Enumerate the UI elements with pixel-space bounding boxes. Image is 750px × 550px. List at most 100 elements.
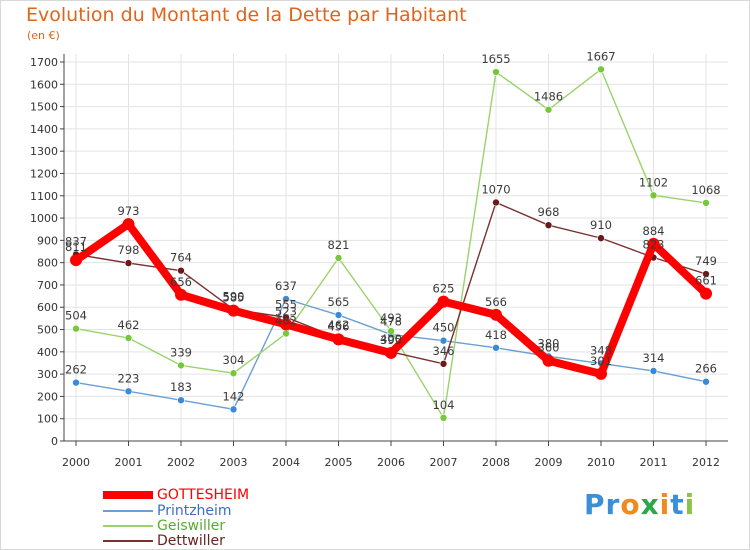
data-label: 555 <box>275 297 297 311</box>
y-tick-label: 200 <box>37 390 58 403</box>
legend-swatch <box>103 510 153 512</box>
chart-title: Evolution du Montant de la Dette par Hab… <box>26 4 467 26</box>
data-point-dettwiller <box>177 266 185 275</box>
data-label: 837 <box>65 234 87 248</box>
data-label: 504 <box>65 309 87 323</box>
axis-layer: 0 100 200 300 400 500 600 700 800 900 1000 1100 1200… <box>30 54 728 469</box>
legend-item-printzheim: Printzheim <box>103 503 232 519</box>
data-point-geiswiller <box>282 329 290 338</box>
data-point-printzheim <box>282 295 290 303</box>
x-tick-label: 2006 <box>377 456 405 469</box>
data-point-geiswiller <box>177 361 185 370</box>
series-layer <box>70 65 712 422</box>
x-tick-label: 2000 <box>62 456 90 469</box>
grid-layer <box>64 54 728 441</box>
x-tick-label: 2001 <box>115 456 143 469</box>
legend-label: GOTTESHEIM <box>157 487 250 503</box>
data-label: 304 <box>223 353 245 367</box>
data-label: 910 <box>590 218 612 232</box>
y-tick-label: 900 <box>37 234 58 247</box>
data-label: 973 <box>118 204 140 218</box>
data-label: 348 <box>590 343 612 357</box>
data-label: 590 <box>223 289 245 303</box>
data-point-gottesheim <box>332 333 345 346</box>
data-label: 400 <box>380 332 402 346</box>
data-point-printzheim <box>334 311 343 319</box>
data-label: 749 <box>695 254 717 268</box>
y-tick-label: 500 <box>37 324 58 337</box>
data-point-geiswiller <box>72 324 80 333</box>
data-point-printzheim <box>124 387 133 396</box>
data-label: 346 <box>433 344 455 358</box>
x-tick-label: 2010 <box>587 456 615 469</box>
data-point-gottesheim <box>385 346 397 359</box>
x-tick-label: 2004 <box>272 456 300 469</box>
data-label: 142 <box>223 389 245 403</box>
y-tick-label: 700 <box>37 279 58 292</box>
data-point-geiswiller <box>649 191 658 200</box>
data-label: 968 <box>538 205 560 219</box>
data-label: 1102 <box>639 175 668 189</box>
data-point-geiswiller <box>229 369 238 378</box>
data-label: 585 <box>223 291 245 305</box>
logo-letter: i <box>659 488 671 521</box>
data-label: 478 <box>380 314 402 328</box>
data-label: 637 <box>275 279 297 293</box>
data-point-gottesheim <box>227 304 240 317</box>
data-label: 183 <box>170 380 192 394</box>
data-label: 418 <box>485 328 507 342</box>
data-label: 811 <box>65 240 87 254</box>
data-label: 884 <box>643 224 665 238</box>
y-tick-label: 1500 <box>30 101 58 114</box>
data-label: 565 <box>328 295 350 309</box>
label-layer: 811 973 656 585 523 456 395 625 566 360 301 884 661 2… <box>65 49 721 411</box>
legend-swatch <box>103 540 153 542</box>
data-label: 456 <box>328 319 350 333</box>
data-label: 523 <box>275 304 297 318</box>
data-point-dettwiller <box>124 259 133 267</box>
data-label: 823 <box>643 238 665 252</box>
data-label: 482 <box>275 314 297 328</box>
data-point-gottesheim <box>490 308 502 321</box>
data-label: 450 <box>433 321 455 335</box>
y-tick-label: 1600 <box>30 78 58 91</box>
data-label: 395 <box>380 333 402 347</box>
data-label: 339 <box>170 345 192 359</box>
logo-letter: o <box>620 488 641 521</box>
data-point-gottesheim <box>175 288 187 301</box>
y-tick-label: 1700 <box>30 56 58 69</box>
logo-letter: r <box>605 488 621 521</box>
data-point-gottesheim <box>700 287 712 300</box>
y-tick-label: 1200 <box>30 167 58 180</box>
data-point-dettwiller <box>439 360 448 368</box>
data-point-geiswiller <box>387 327 395 335</box>
data-label: 625 <box>433 282 455 296</box>
y-tick-label: 800 <box>37 257 58 270</box>
legend-item-gottesheim: GOTTESHEIM <box>103 487 249 503</box>
data-label: 462 <box>328 318 350 332</box>
data-point-dettwiller <box>597 234 605 242</box>
data-point-printzheim <box>649 367 658 375</box>
data-label: 314 <box>643 351 665 365</box>
legend-label: Geiswiller <box>157 518 226 534</box>
y-tick-label: 1000 <box>30 212 58 225</box>
x-tick-label: 2008 <box>482 456 510 469</box>
data-point-gottesheim <box>437 295 450 308</box>
logo-letter: P <box>584 488 606 521</box>
data-label: 266 <box>695 362 717 376</box>
data-label: 661 <box>695 274 717 288</box>
y-tick-label: 300 <box>37 368 58 381</box>
data-point-printzheim <box>439 336 448 345</box>
legend-item-geiswiller: Geiswiller <box>103 518 225 534</box>
data-point-geiswiller <box>334 254 343 262</box>
data-point-printzheim <box>702 377 710 386</box>
data-label: 380 <box>538 336 560 350</box>
data-label: 301 <box>590 354 612 368</box>
x-tick-label: 2002 <box>167 456 195 469</box>
y-tick-label: 100 <box>37 413 58 426</box>
logo-letter: x <box>640 488 660 521</box>
data-point-dettwiller <box>544 221 553 229</box>
y-tick-label: 1300 <box>30 145 58 158</box>
data-point-geiswiller <box>597 65 605 74</box>
